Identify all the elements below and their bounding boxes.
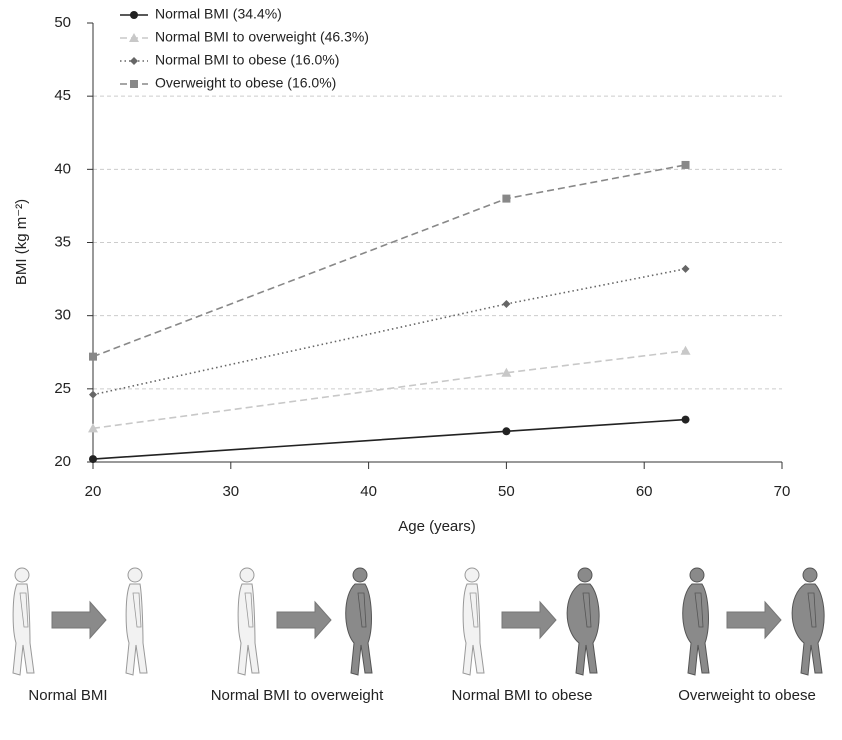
- body: [345, 583, 373, 676]
- arm: [357, 592, 367, 628]
- y-axis-label: BMI (kg m⁻²): [13, 199, 30, 285]
- y-tick-label: 50: [54, 14, 71, 31]
- transition-label: Normal BMI to overweight: [211, 687, 384, 704]
- body: [237, 583, 260, 676]
- transition-label: Normal BMI to obese: [452, 687, 593, 704]
- head: [464, 567, 480, 583]
- head: [577, 567, 593, 583]
- arrow: [726, 600, 782, 640]
- series-line: [92, 418, 686, 460]
- y-tick-label: 25: [54, 380, 71, 397]
- x-tick-label: 30: [222, 483, 239, 500]
- arm: [582, 592, 592, 628]
- person-figure: [12, 567, 35, 676]
- y-tick-label: 40: [54, 160, 71, 177]
- head: [14, 567, 30, 583]
- x-tick-label: 40: [360, 483, 377, 500]
- data-point: [501, 367, 512, 377]
- head: [689, 567, 705, 583]
- data-point: [502, 299, 511, 308]
- arm: [19, 592, 29, 628]
- series-line: [92, 164, 686, 358]
- arrow: [276, 600, 332, 640]
- x-tick-label: 70: [774, 483, 791, 500]
- data-point: [681, 264, 690, 273]
- data-point: [89, 455, 97, 464]
- legend-label: Normal BMI to obese (16.0%): [155, 52, 339, 68]
- head: [352, 567, 368, 583]
- head: [802, 567, 818, 583]
- person-figure: [566, 567, 600, 676]
- data-point: [680, 345, 691, 355]
- legend-label: Normal BMI to overweight (46.3%): [155, 29, 369, 45]
- y-tick-label: 30: [54, 307, 71, 324]
- y-tick-label: 45: [54, 87, 71, 104]
- body: [566, 583, 600, 676]
- arm: [469, 592, 479, 628]
- data-point: [502, 427, 511, 436]
- body: [682, 583, 710, 676]
- legend-marker: [130, 11, 138, 19]
- transition-label: Normal BMI: [28, 687, 107, 704]
- data-point: [681, 160, 690, 169]
- transition-label: Overweight to obese: [678, 687, 816, 704]
- legend-marker: [130, 80, 138, 88]
- legend-label: Overweight to obese (16.0%): [155, 75, 336, 91]
- series-line: [92, 268, 686, 396]
- arm: [807, 592, 817, 628]
- legend-marker: [130, 57, 138, 65]
- person-figure: [682, 567, 710, 676]
- person-figure: [462, 567, 485, 676]
- arm: [244, 592, 254, 628]
- x-tick-label: 60: [636, 483, 653, 500]
- person-figure: [125, 567, 148, 676]
- arm: [132, 592, 142, 628]
- legend-label: Normal BMI (34.4%): [155, 6, 282, 22]
- y-tick-label: 20: [54, 453, 71, 470]
- arrow: [51, 600, 107, 640]
- body: [791, 583, 825, 676]
- arrow: [501, 600, 557, 640]
- person-figure: [791, 567, 825, 676]
- x-axis-label: Age (years): [398, 518, 476, 535]
- data-point: [89, 352, 97, 361]
- x-tick-label: 50: [498, 483, 515, 500]
- arm: [694, 592, 704, 628]
- body: [462, 583, 485, 676]
- head: [127, 567, 143, 583]
- data-point: [89, 390, 97, 399]
- body: [125, 583, 148, 676]
- data-point: [502, 194, 511, 203]
- data-point: [88, 423, 98, 433]
- y-tick-label: 35: [54, 233, 71, 250]
- head: [239, 567, 255, 583]
- series-line: [92, 349, 686, 430]
- data-point: [681, 415, 690, 424]
- legend-marker: [129, 33, 139, 42]
- x-tick-label: 20: [85, 483, 102, 500]
- person-figure: [345, 567, 373, 676]
- person-figure: [237, 567, 260, 676]
- body: [12, 583, 35, 676]
